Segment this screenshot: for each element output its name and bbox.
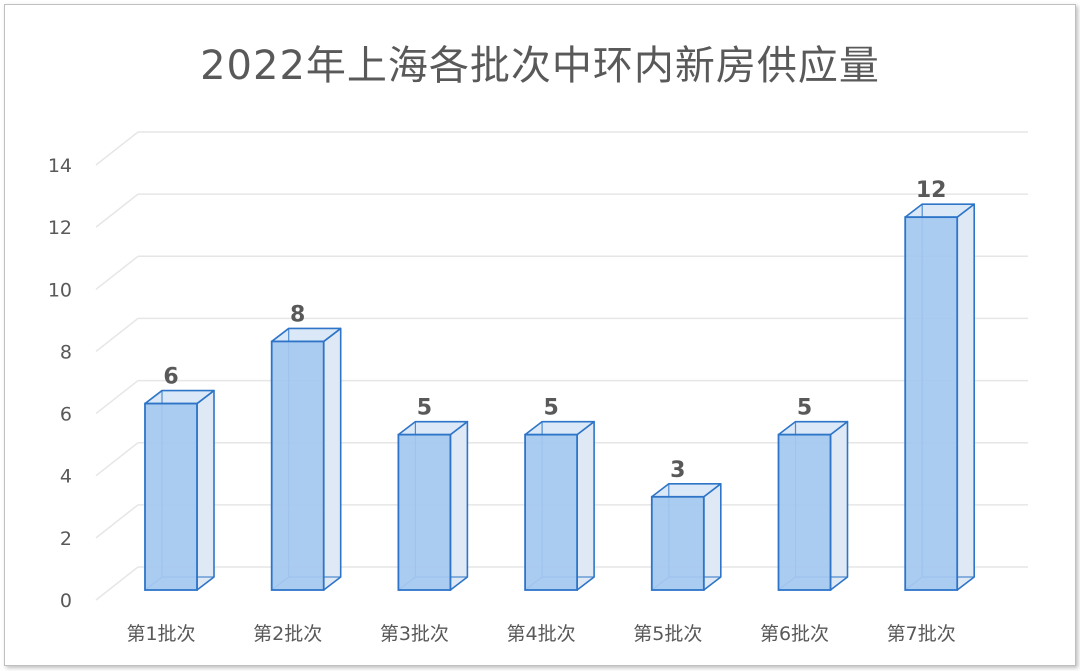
gridline-diagonal	[95, 379, 139, 415]
x-tick-label: 第4批次	[507, 623, 576, 645]
bar	[777, 433, 832, 591]
x-tick-label: 第1批次	[126, 623, 195, 645]
x-tick-label: 第5批次	[633, 623, 702, 645]
data-label: 3	[670, 458, 685, 483]
y-tick-label: 14	[48, 155, 72, 177]
bar	[270, 340, 325, 591]
gridline-diagonal	[95, 566, 139, 601]
gridline-diagonal	[95, 193, 139, 228]
bar	[650, 495, 705, 591]
chart-title: 2022年上海各批次中环内新房供应量	[200, 43, 880, 89]
bar	[524, 433, 578, 591]
bar	[397, 433, 452, 591]
data-label: 5	[797, 396, 812, 421]
bar-side	[956, 203, 976, 591]
data-label: 8	[290, 302, 305, 327]
x-tick-label: 第6批次	[760, 623, 829, 645]
y-tick-label: 8	[60, 341, 72, 363]
bar	[144, 402, 198, 591]
bar-side	[449, 420, 469, 591]
bar-side	[196, 389, 215, 591]
bar-side	[322, 327, 342, 591]
data-label: 12	[916, 178, 947, 203]
data-label: 5	[417, 396, 432, 421]
gridline-diagonal	[95, 504, 139, 539]
y-tick-label: 10	[48, 279, 72, 301]
y-tick-label: 12	[48, 217, 72, 239]
x-tick-label: 第7批次	[887, 623, 956, 645]
x-tick-label: 第3批次	[380, 623, 449, 645]
gridline-diagonal	[95, 255, 139, 290]
bar-side	[702, 482, 722, 591]
gridline-diagonal	[95, 442, 139, 477]
data-label: 5	[543, 396, 558, 421]
gridline-diagonal	[95, 317, 139, 353]
y-tick-label: 0	[60, 590, 72, 612]
bar	[904, 216, 959, 591]
data-label: 6	[163, 365, 178, 390]
bar-side	[576, 420, 595, 591]
y-tick-label: 4	[60, 466, 72, 488]
gridline-diagonal	[95, 131, 139, 166]
y-tick-label: 2	[60, 528, 72, 550]
bar-side	[829, 420, 849, 591]
y-tick-label: 6	[60, 404, 72, 426]
x-tick-label: 第2批次	[253, 623, 322, 645]
